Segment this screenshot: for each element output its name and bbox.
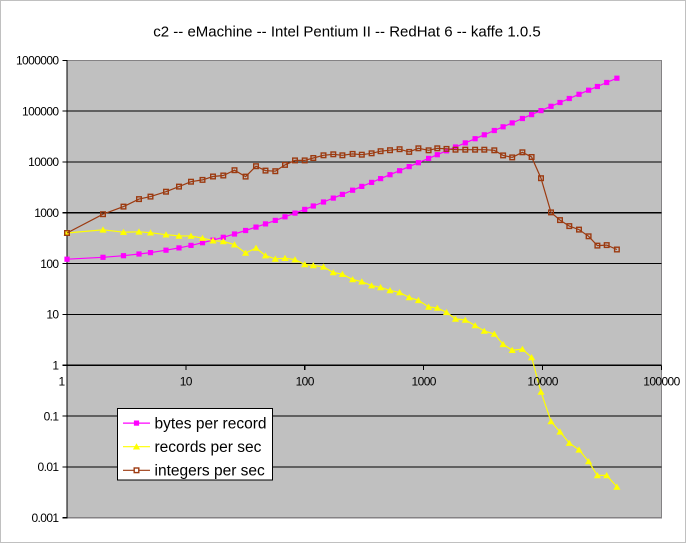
svg-text:10: 10 bbox=[180, 374, 193, 388]
svg-text:100: 100 bbox=[40, 257, 59, 271]
svg-text:10: 10 bbox=[46, 308, 59, 322]
svg-text:0.001: 0.001 bbox=[31, 511, 59, 525]
svg-text:0.1: 0.1 bbox=[44, 409, 60, 423]
svg-text:10000: 10000 bbox=[28, 155, 59, 169]
svg-text:0.01: 0.01 bbox=[38, 460, 60, 474]
svg-text:10000: 10000 bbox=[527, 374, 558, 388]
svg-text:1: 1 bbox=[58, 374, 65, 388]
svg-text:1: 1 bbox=[52, 359, 59, 373]
svg-text:c2 -- eMachine -- Intel Pentiu: c2 -- eMachine -- Intel Pentium II -- Re… bbox=[153, 23, 540, 40]
svg-text:1000: 1000 bbox=[34, 206, 59, 220]
svg-text:100000: 100000 bbox=[22, 104, 59, 118]
svg-text:records per sec: records per sec bbox=[155, 439, 262, 456]
svg-text:bytes per record: bytes per record bbox=[155, 415, 267, 432]
svg-text:100: 100 bbox=[296, 374, 315, 388]
svg-text:1000000: 1000000 bbox=[16, 54, 59, 68]
svg-text:100000: 100000 bbox=[643, 374, 680, 388]
svg-text:integers per sec: integers per sec bbox=[155, 463, 266, 480]
svg-text:1000: 1000 bbox=[412, 374, 437, 388]
